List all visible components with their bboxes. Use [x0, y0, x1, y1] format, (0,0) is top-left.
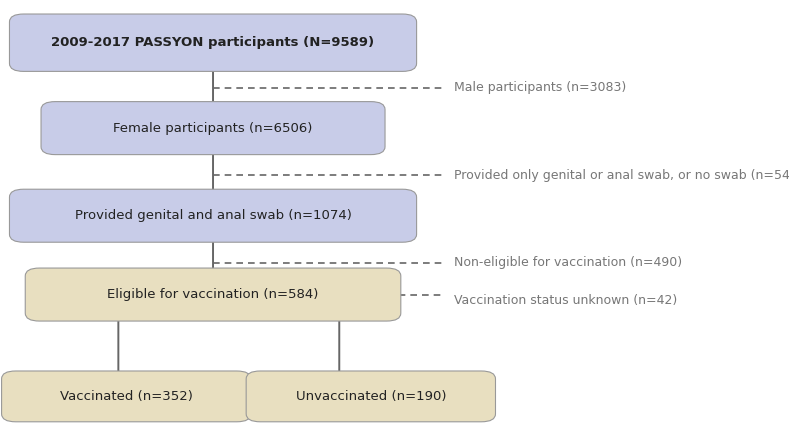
Text: Non-eligible for vaccination (n=490): Non-eligible for vaccination (n=490) — [454, 256, 682, 269]
FancyBboxPatch shape — [41, 102, 385, 155]
Text: Provided only genital or anal swab, or no swab (n=5432): Provided only genital or anal swab, or n… — [454, 169, 789, 182]
FancyBboxPatch shape — [25, 268, 401, 321]
FancyBboxPatch shape — [9, 189, 417, 242]
Text: Female participants (n=6506): Female participants (n=6506) — [114, 122, 312, 134]
Text: Unvaccinated (n=190): Unvaccinated (n=190) — [296, 390, 446, 403]
Text: Eligible for vaccination (n=584): Eligible for vaccination (n=584) — [107, 288, 319, 301]
Text: 2009-2017 PASSYON participants (N=9589): 2009-2017 PASSYON participants (N=9589) — [51, 36, 375, 49]
Text: Provided genital and anal swab (n=1074): Provided genital and anal swab (n=1074) — [75, 209, 351, 222]
FancyBboxPatch shape — [2, 371, 251, 422]
FancyBboxPatch shape — [246, 371, 495, 422]
Text: Male participants (n=3083): Male participants (n=3083) — [454, 81, 626, 94]
Text: Vaccinated (n=352): Vaccinated (n=352) — [60, 390, 193, 403]
Text: Vaccination status unknown (n=42): Vaccination status unknown (n=42) — [454, 293, 677, 307]
FancyBboxPatch shape — [9, 14, 417, 71]
